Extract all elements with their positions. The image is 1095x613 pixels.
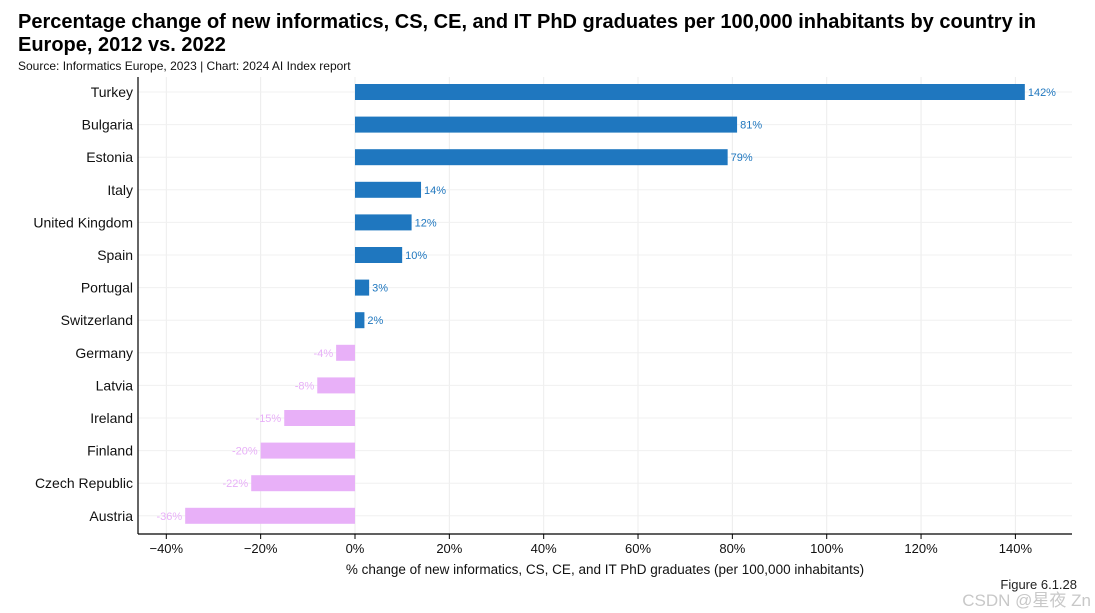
bar (354, 116, 738, 133)
x-tick-label: 100% (810, 541, 844, 556)
bar-value-label: 142% (1028, 87, 1056, 99)
y-tick-label: Switzerland (61, 312, 133, 328)
bar (336, 344, 355, 361)
bar-value-label: -20% (232, 446, 258, 458)
y-tick-label: Turkey (91, 84, 133, 100)
bar (284, 410, 355, 426)
y-tick-label: Italy (107, 182, 133, 198)
y-tick-label: Finland (87, 443, 133, 459)
y-tick-label: Portugal (81, 280, 133, 296)
watermark: CSDN @星夜 Zn (962, 591, 1091, 610)
x-tick-label: 120% (904, 541, 938, 556)
y-tick-label: Estonia (86, 149, 133, 165)
y-tick-label: Ireland (90, 410, 133, 426)
bar (354, 149, 728, 166)
bar (260, 442, 355, 459)
gridlines (138, 77, 1072, 534)
x-tick-label: 0% (346, 541, 365, 556)
bar (251, 475, 355, 492)
x-tick-label: 40% (531, 541, 557, 556)
chart-title: Percentage change of new informatics, CS… (18, 11, 1037, 56)
bar-value-label: 79% (731, 152, 753, 164)
bar (317, 377, 355, 394)
y-tick-label: Czech Republic (35, 475, 133, 491)
bar-value-label: 81% (740, 120, 762, 132)
y-tick-label: United Kingdom (33, 214, 133, 230)
x-tick-label: −40% (149, 541, 183, 556)
bar-value-label: -22% (223, 478, 249, 490)
bar-value-label: 14% (424, 185, 446, 197)
bar-value-label: 2% (367, 315, 383, 327)
bar (354, 279, 370, 296)
x-tick-label: 60% (625, 541, 651, 556)
bars: 142% 81% 79% 14% 12% 10% 3% 2% -4% -8% -15% -20% -22… (156, 84, 1056, 524)
bar-value-label: 12% (415, 217, 437, 229)
y-tick-label: Spain (97, 247, 133, 263)
axes: Turkey Bulgaria Estonia Italy United Kingdom… (33, 77, 1072, 556)
bar-value-label: 3% (372, 283, 388, 295)
bar-value-label: -4% (314, 348, 334, 360)
chart-subtitle: Source: Informatics Europe, 2023 | Chart… (18, 59, 351, 73)
bar (354, 181, 422, 198)
y-tick-label: Germany (75, 345, 133, 361)
x-axis-label: % change of new informatics, CS, CE, and… (346, 562, 864, 577)
bar-value-label: -8% (295, 380, 315, 392)
figure-label: Figure 6.1.28 (1000, 577, 1077, 592)
bar-value-label: -36% (156, 511, 182, 523)
bar (354, 84, 1025, 100)
bar (354, 312, 365, 329)
bar (354, 247, 403, 263)
x-tick-label: 80% (719, 541, 745, 556)
bar-value-label: 10% (405, 250, 427, 262)
bar-value-label: -15% (256, 413, 282, 425)
x-tick-label: 20% (436, 541, 462, 556)
x-tick-label: −20% (244, 541, 278, 556)
y-tick-label: Bulgaria (82, 117, 134, 133)
bar (185, 507, 355, 524)
y-tick-label: Austria (89, 508, 133, 524)
x-tick-label: 140% (999, 541, 1033, 556)
y-tick-label: Latvia (96, 377, 134, 393)
bar (354, 214, 412, 231)
